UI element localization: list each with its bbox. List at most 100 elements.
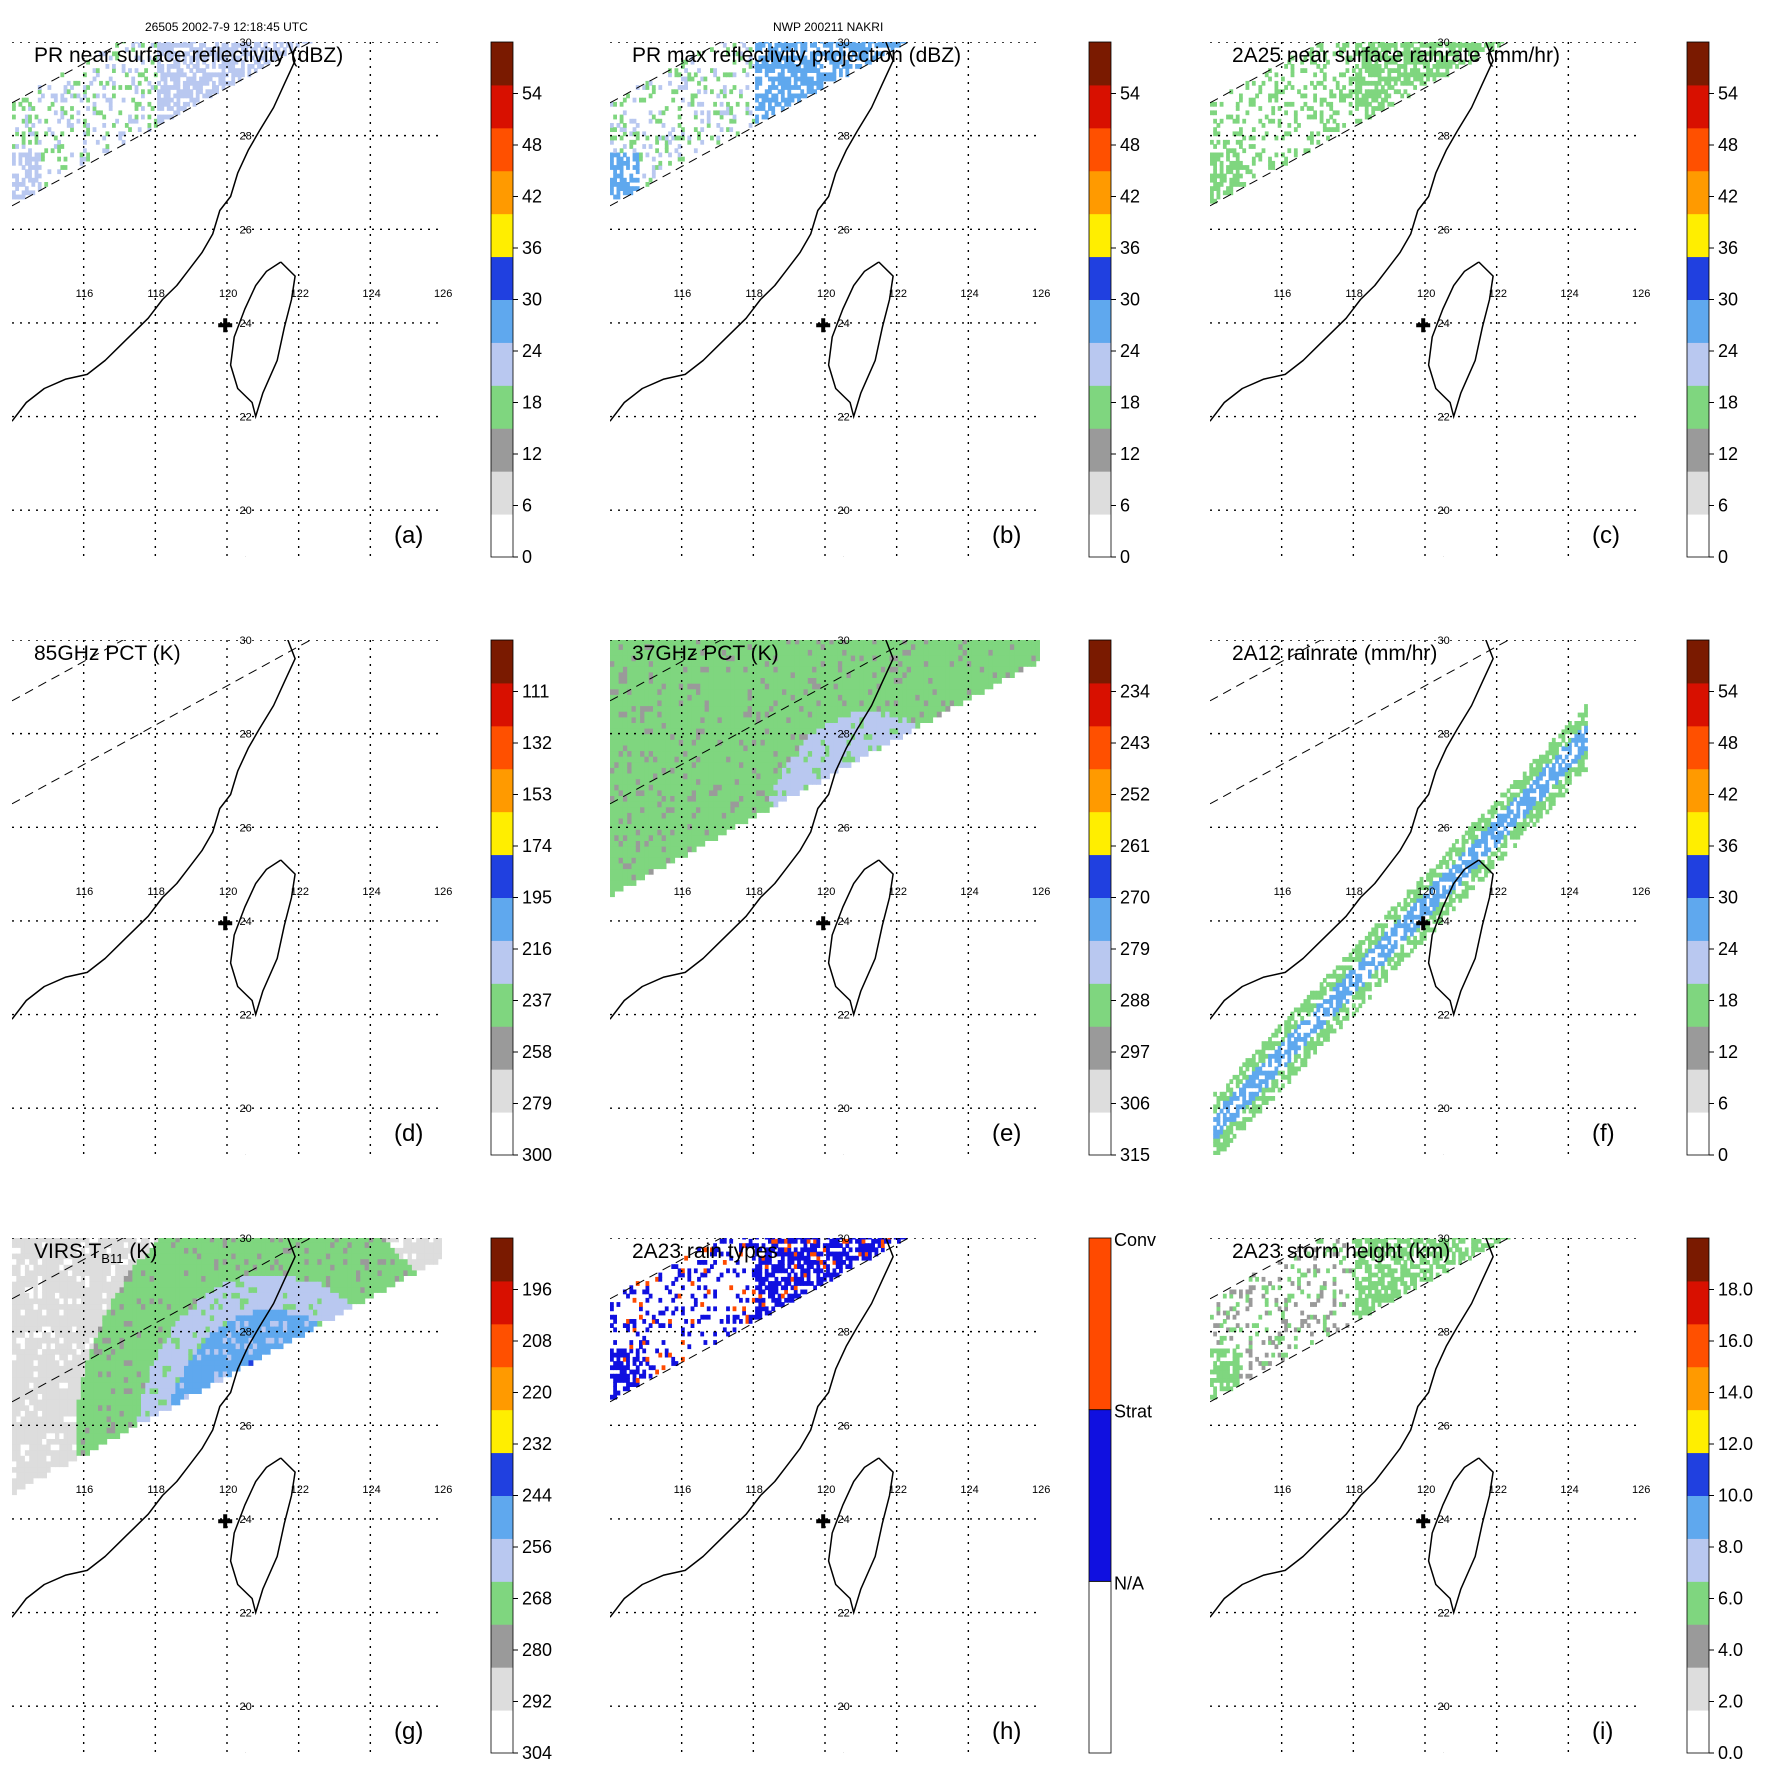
lon-label-118: 118	[147, 886, 165, 898]
colorbar-seg-6	[1687, 256, 1709, 300]
colorbar-label-48: 48	[522, 135, 542, 155]
colorbar-seg-7	[1687, 811, 1709, 856]
field-f	[1213, 704, 1588, 1155]
colorbar-seg-11	[491, 640, 513, 684]
swath-edges-d	[12, 640, 312, 805]
colorbar-seg-1	[1687, 1069, 1709, 1113]
colorbar-seg-1	[1687, 471, 1709, 515]
colorbar-seg-9	[491, 1323, 513, 1368]
grid-e	[610, 640, 1040, 1155]
map-d	[12, 640, 442, 1155]
colorbar-label-4.0: 4.0	[1718, 1640, 1743, 1660]
colorbar-label-6: 6	[1718, 496, 1728, 516]
lon-label-124: 124	[960, 886, 978, 898]
storm-center-icon	[218, 318, 233, 333]
panel-title-b: PR max reflectivity projection (dBZ)	[632, 44, 961, 67]
colorbar-seg-9	[1089, 127, 1111, 172]
coastline-luzon	[1442, 1752, 1444, 1753]
colorbar-seg-0	[1687, 1112, 1709, 1156]
lat-label-24: 24	[838, 916, 850, 928]
panel-label-g: (g)	[394, 1718, 423, 1745]
lat-label-24: 24	[240, 318, 252, 330]
colorbar-seg-3	[1687, 1581, 1709, 1625]
colorbar-label-220: 220	[522, 1383, 552, 1403]
colorbar-label-280: 280	[522, 1640, 552, 1660]
colorbar-seg-5	[1687, 897, 1709, 941]
colorbar-label-54: 54	[1718, 84, 1738, 104]
swath-edges-b	[610, 42, 910, 207]
colorbar-label-6: 6	[1718, 1094, 1728, 1114]
lon-label-126: 126	[434, 886, 452, 898]
grid-g	[12, 1238, 442, 1753]
colorbar-label-216: 216	[522, 939, 552, 959]
colorbar-label-48: 48	[1120, 135, 1140, 155]
colorbar-seg-1	[491, 471, 513, 515]
panel-d: 116 118 120 122 124 126 20 22 24 26 28 30 85GHz PCT …	[12, 635, 552, 1165]
colorbar-label-18: 18	[1120, 393, 1140, 413]
field-i	[1210, 1238, 1511, 1400]
lat-label-28: 28	[1438, 131, 1450, 143]
colorbar-seg-0	[1089, 514, 1111, 558]
colorbar-seg-0	[491, 1112, 513, 1156]
colorbar-seg-8	[491, 170, 513, 215]
lat-label-20: 20	[1438, 505, 1450, 517]
colorbar-label-30: 30	[522, 290, 542, 310]
lon-label-120: 120	[219, 886, 237, 898]
lat-label-30: 30	[1438, 37, 1450, 49]
field-a	[12, 42, 313, 200]
colorbar-seg-2	[491, 428, 513, 472]
colorbar-g: 304 292 280 268 256 244 232 220 208 196	[490, 1237, 552, 1763]
colorbar-label-54: 54	[522, 84, 542, 104]
colorbar-seg-3	[1687, 385, 1709, 429]
lon-label-126: 126	[1032, 288, 1050, 300]
lat-label-20: 20	[240, 1701, 252, 1713]
lat-label-28: 28	[240, 1327, 252, 1339]
colorbar-seg-4	[1687, 342, 1709, 386]
colorbar-label-0: 0	[1718, 547, 1728, 567]
colorbar-label-288: 288	[1120, 991, 1150, 1011]
colorbar-seg-2	[1089, 1026, 1111, 1070]
lon-label-122: 122	[889, 1484, 907, 1496]
lat-label-22: 22	[1438, 412, 1450, 424]
lat-label-20: 20	[1438, 1103, 1450, 1115]
lat-label-24: 24	[1438, 1514, 1450, 1526]
colorbar-label-6: 6	[1120, 496, 1130, 516]
colorbar-label-2.0: 2.0	[1718, 1692, 1743, 1712]
colorbar-seg-4	[491, 342, 513, 386]
colorbar-label-48: 48	[1718, 733, 1738, 753]
swath-edges-g	[12, 1238, 312, 1403]
colorbar-seg-10	[491, 682, 513, 727]
colorbar-seg-2	[1687, 428, 1709, 472]
swath-edges-e	[610, 640, 910, 805]
lat-label-26: 26	[240, 1420, 252, 1432]
colorbar-e: 315 306 297 288 279 270 261 252 243 234	[1088, 639, 1150, 1165]
colorbar-label-232: 232	[522, 1434, 552, 1454]
colorbar-seg-0	[491, 1710, 513, 1754]
grid-a	[12, 42, 442, 557]
lat-label-24: 24	[838, 318, 850, 330]
colorbar-label-243: 243	[1120, 733, 1150, 753]
lon-label-126: 126	[434, 288, 452, 300]
colorbar-seg-4	[491, 940, 513, 984]
grid-c	[1210, 42, 1640, 557]
colorbar-seg-10	[1687, 1280, 1709, 1325]
colorbar-seg-7	[1089, 811, 1111, 856]
coastline-luzon	[244, 556, 246, 557]
colorbar-label-36: 36	[1718, 836, 1738, 856]
colorbar-label-195: 195	[522, 888, 552, 908]
swath-edges-c	[1210, 42, 1510, 207]
colorbar-label-30: 30	[1120, 290, 1140, 310]
colorbar-label-256: 256	[522, 1537, 552, 1557]
colorbar-i: 0.0 2.0 4.0 6.0 8.0 10.0 12.0 14.0 16.0 18.0	[1686, 1237, 1753, 1763]
lat-label-30: 30	[838, 1233, 850, 1245]
colorbar-label-54: 54	[1718, 682, 1738, 702]
colorbar-label-237: 237	[522, 991, 552, 1011]
coastline-luzon	[842, 1752, 844, 1753]
colorbar-seg-8	[491, 1366, 513, 1411]
coastline-taiwan	[1427, 1457, 1494, 1616]
colorbar-label-234: 234	[1120, 682, 1150, 702]
panel-label-b: (b)	[992, 522, 1021, 549]
panel-e: 116 118 120 122 124 126 20 22 24 26 28 30 37GHz PCT …	[610, 635, 1150, 1165]
